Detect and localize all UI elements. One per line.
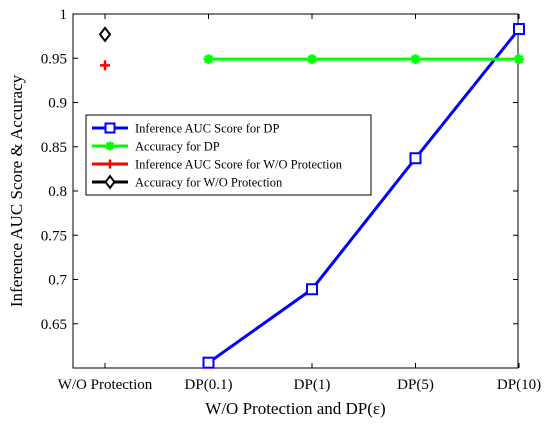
legend-label: Accuracy for DP: [135, 140, 220, 154]
legend-item: Accuracy for DP: [92, 140, 220, 154]
x-tick-label: DP(10): [497, 377, 541, 393]
series-accuracy-for-w-o-protection: [98, 26, 112, 43]
data-point: [513, 23, 525, 36]
data-point: [307, 54, 317, 65]
y-tick-label: 0.9: [48, 96, 67, 112]
series-accuracy-for-dp: [203, 54, 524, 65]
legend: Inference AUC Score for DP Accuracy for D…: [85, 114, 372, 196]
data-point: [306, 283, 318, 296]
axis-ticks: 0.65 0.7 0.75 0.8 0.85 0.9 0.95 1 W/O Protection…: [41, 7, 541, 393]
y-axis-title: Inference AUC Score & Accuracy: [7, 74, 26, 307]
data-point: [410, 54, 421, 65]
y-tick-label: 0.75: [41, 228, 67, 244]
data-point: [203, 54, 214, 65]
series-layer: [98, 23, 525, 369]
legend-item: Inference AUC Score for DP: [92, 122, 279, 136]
series-line: [207, 28, 521, 364]
legend-marker: [104, 174, 116, 190]
data-point: [98, 26, 112, 43]
y-tick-label: 0.85: [41, 140, 67, 156]
x-axis-title: W/O Protection and DP(ε): [205, 399, 385, 418]
y-tick-label: 0.65: [41, 317, 67, 333]
data-point: [100, 60, 110, 71]
data-point: [514, 54, 524, 65]
legend-marker: [105, 141, 115, 151]
legend-marker: [105, 159, 115, 169]
y-tick-label: 0.7: [48, 273, 67, 289]
legend-label: Inference AUC Score for W/O Protection: [135, 158, 343, 172]
legend-label: Inference AUC Score for DP: [135, 122, 279, 136]
y-tick-label: 1: [60, 7, 68, 23]
y-tick-label: 0.95: [41, 51, 67, 67]
x-tick-label: DP(1): [294, 377, 331, 393]
legend-box: [85, 114, 372, 196]
legend-item: Accuracy for W/O Protection: [92, 174, 283, 190]
legend-marker: [104, 122, 116, 134]
x-tick-label: W/O Protection: [58, 377, 153, 393]
data-point: [202, 356, 215, 369]
series-inference-auc-score-for-w-o-protection: [100, 60, 110, 71]
legend-item: Inference AUC Score for W/O Protection: [92, 158, 343, 172]
x-tick-label: DP(0.1): [185, 377, 233, 393]
series-inference-auc-score-for-dp: [202, 23, 525, 369]
data-point: [409, 152, 422, 165]
x-tick-label: DP(5): [397, 377, 434, 393]
y-tick-label: 0.8: [48, 184, 67, 200]
legend-label: Accuracy for W/O Protection: [135, 176, 283, 190]
